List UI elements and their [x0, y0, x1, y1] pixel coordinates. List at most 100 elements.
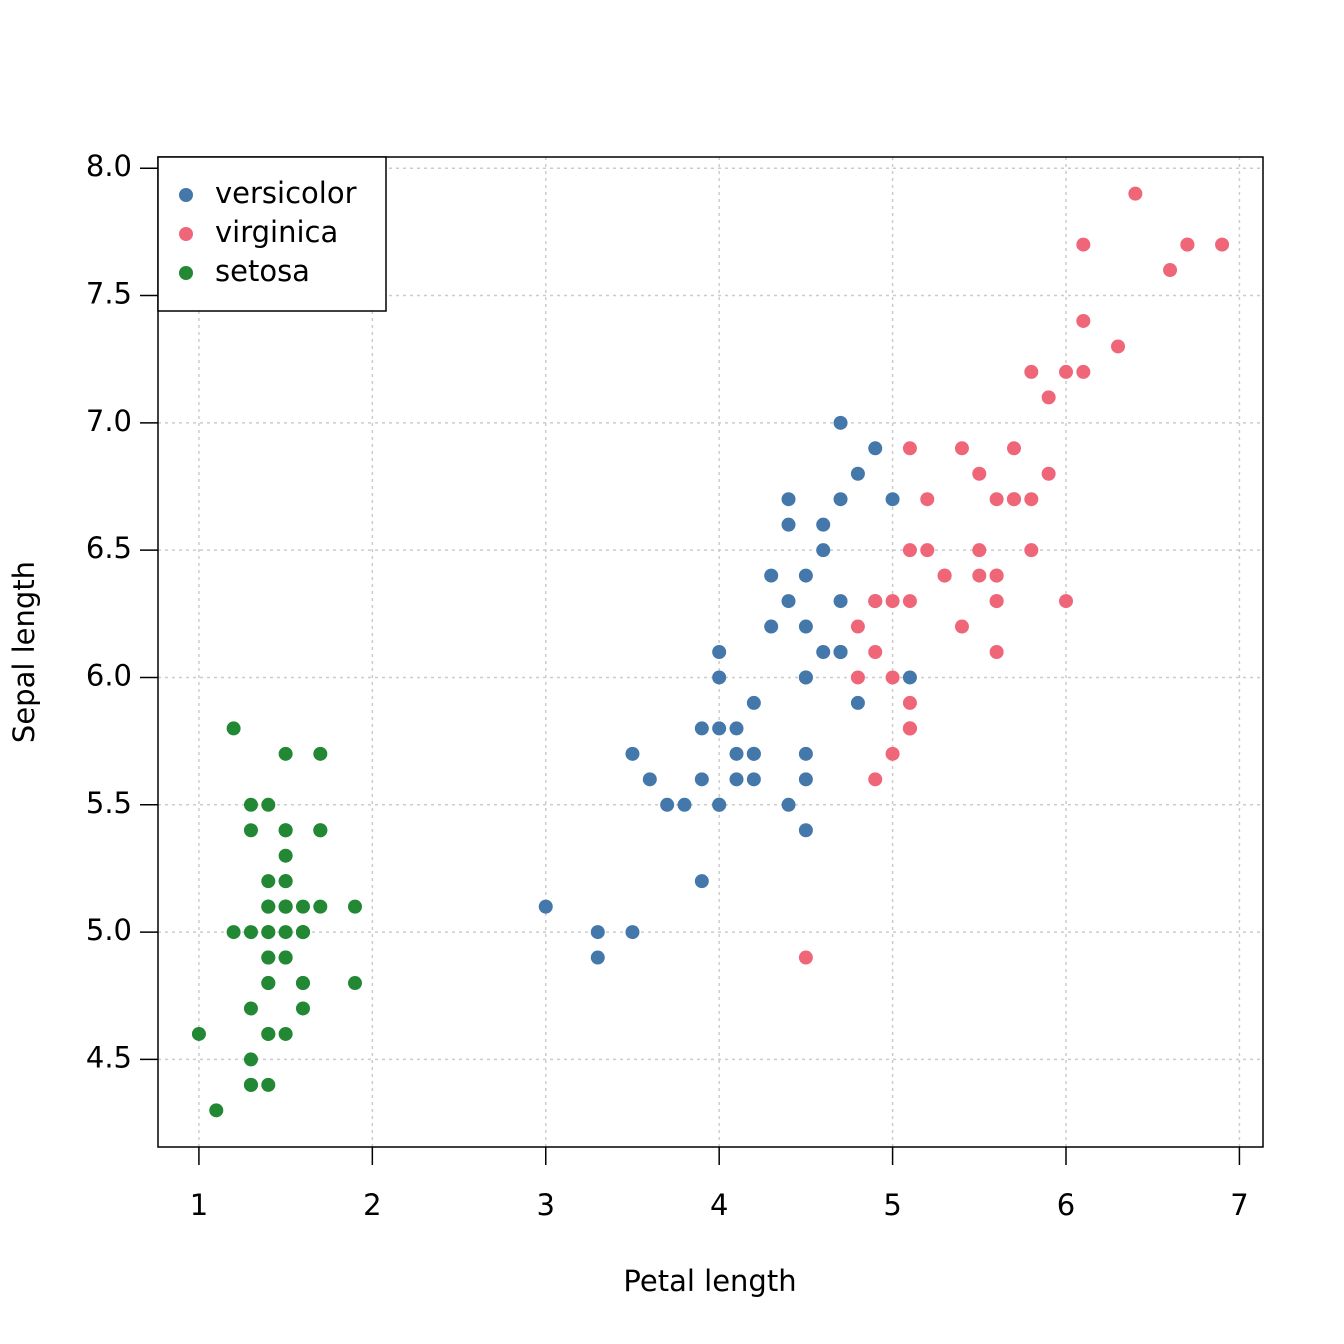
point — [798, 619, 813, 634]
legend-label: setosa — [215, 254, 310, 288]
point — [278, 823, 293, 838]
point — [590, 925, 605, 940]
point — [243, 1052, 258, 1067]
point — [278, 874, 293, 889]
point — [954, 619, 969, 634]
point — [694, 721, 709, 736]
point — [278, 746, 293, 761]
legend-label: virginica — [215, 215, 338, 249]
point — [1024, 543, 1039, 558]
point — [833, 492, 848, 507]
point — [694, 874, 709, 889]
point — [1076, 237, 1091, 252]
x-tick-label: 4 — [710, 1188, 728, 1222]
point — [261, 797, 276, 812]
point — [902, 695, 917, 710]
point — [660, 797, 675, 812]
point — [972, 466, 987, 481]
point — [261, 899, 276, 914]
point — [954, 441, 969, 456]
point — [885, 670, 900, 685]
point — [261, 976, 276, 991]
point — [729, 772, 744, 787]
point — [1041, 390, 1056, 405]
point — [712, 670, 727, 685]
point — [590, 950, 605, 965]
point — [295, 925, 310, 940]
point — [295, 976, 310, 991]
point — [746, 772, 761, 787]
point — [1215, 237, 1230, 252]
point — [798, 950, 813, 965]
point — [989, 645, 1004, 659]
y-tick-label: 5.5 — [86, 786, 132, 820]
point — [226, 721, 241, 736]
point — [209, 1103, 224, 1118]
point — [781, 594, 796, 609]
point — [1059, 364, 1074, 379]
point — [1024, 364, 1039, 379]
point — [798, 823, 813, 838]
point — [1163, 263, 1178, 278]
point — [712, 645, 727, 659]
point — [243, 797, 258, 812]
point — [243, 823, 258, 838]
point — [1059, 594, 1074, 609]
point — [1128, 186, 1143, 201]
legend-marker — [179, 188, 193, 202]
point — [920, 492, 935, 507]
point — [625, 925, 640, 940]
point — [816, 645, 831, 659]
point — [243, 1001, 258, 1016]
point — [278, 925, 293, 940]
point — [226, 925, 241, 940]
x-axis-label: Petal length — [623, 1264, 796, 1298]
y-tick-label: 7.5 — [86, 277, 132, 311]
point — [694, 772, 709, 787]
point — [347, 899, 362, 914]
point — [902, 721, 917, 736]
point — [1180, 237, 1195, 252]
point — [313, 746, 328, 761]
point — [833, 415, 848, 430]
point — [816, 517, 831, 532]
point — [746, 695, 761, 710]
y-tick-label: 4.5 — [86, 1040, 132, 1074]
plot-frame — [157, 156, 1264, 1148]
point — [781, 517, 796, 532]
point — [261, 874, 276, 889]
point — [972, 568, 987, 583]
point — [868, 645, 883, 659]
point — [989, 594, 1004, 609]
x-tick-label: 1 — [190, 1188, 208, 1222]
point — [1111, 339, 1126, 354]
point — [868, 441, 883, 456]
point — [261, 950, 276, 965]
point — [989, 568, 1004, 583]
point — [347, 976, 362, 991]
point — [764, 619, 779, 634]
point — [989, 492, 1004, 507]
point — [798, 772, 813, 787]
x-tick-label: 5 — [883, 1188, 901, 1222]
point — [816, 543, 831, 558]
point — [261, 1026, 276, 1041]
point — [1041, 466, 1056, 481]
legend-box — [157, 156, 387, 312]
point — [937, 568, 952, 583]
point — [729, 721, 744, 736]
point — [850, 670, 865, 685]
point — [712, 797, 727, 812]
y-tick-label: 8.0 — [86, 149, 132, 183]
point — [261, 925, 276, 940]
point — [833, 594, 848, 609]
point — [625, 746, 640, 761]
y-tick-label: 7.0 — [86, 404, 132, 438]
point — [850, 466, 865, 481]
point — [833, 645, 848, 659]
point — [295, 1001, 310, 1016]
point — [1006, 492, 1021, 507]
point — [850, 619, 865, 634]
point — [313, 823, 328, 838]
x-tick-label: 2 — [363, 1188, 381, 1222]
